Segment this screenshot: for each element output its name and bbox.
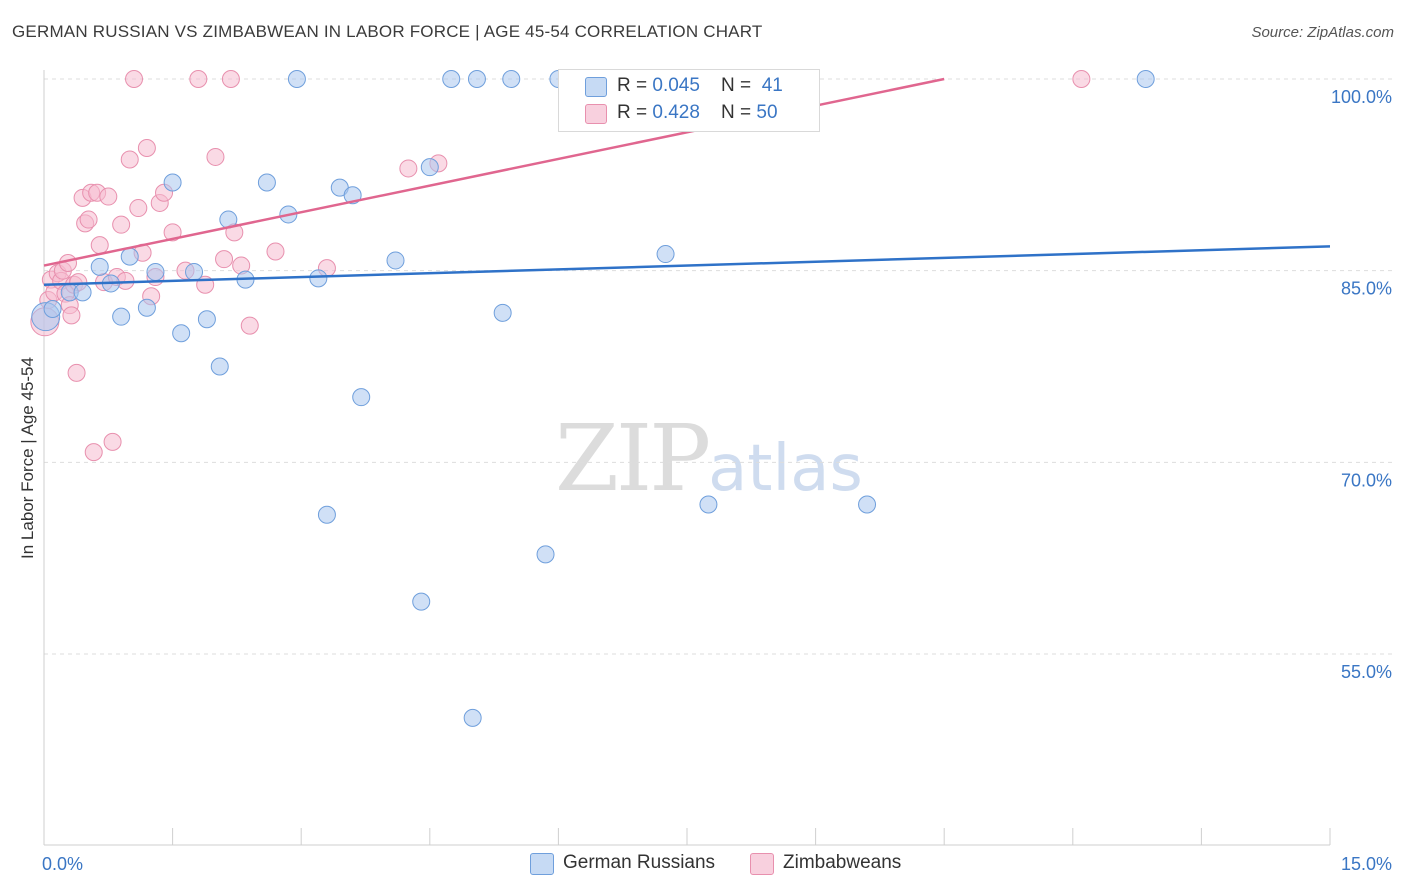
y-tick-label: 55.0% <box>1341 662 1392 682</box>
zimbabweans-point <box>240 316 259 335</box>
zimbabweans-point <box>129 199 148 218</box>
zimbabweans-point <box>67 363 86 382</box>
german-russians-point <box>317 505 336 524</box>
zimbabweans-point <box>189 70 208 88</box>
zimbabweans-point <box>137 139 156 157</box>
zimbabweans-points <box>30 70 1091 462</box>
zimbabweans-point <box>399 159 418 178</box>
zimbabweans-point <box>112 215 131 234</box>
german-russians-point <box>656 245 675 264</box>
zimbabweans-point <box>99 187 118 206</box>
german-russians-point <box>257 173 276 192</box>
german-russians-point <box>146 262 165 281</box>
grid-lines <box>44 78 1394 655</box>
german-russians-point <box>420 158 439 177</box>
legend-r-label: R = <box>617 75 653 96</box>
y-tick-label: 70.0% <box>1341 470 1392 490</box>
watermark-atlas: atlas <box>708 432 863 506</box>
german-russians-point <box>1136 70 1155 88</box>
german-russians-point <box>502 70 521 88</box>
zimbabweans-point <box>1072 70 1091 88</box>
german-russians-point <box>699 495 718 514</box>
bottom-legend-swatch-blue <box>530 853 554 875</box>
zimbabweans-point <box>84 443 103 462</box>
german-russians-point <box>463 708 482 727</box>
zimbabweans-point <box>266 242 285 261</box>
tick-labels: 55.0% 70.0% 85.0% 100.0% 0.0% 15.0% <box>42 87 1392 874</box>
german-russians-point <box>172 324 191 343</box>
zimbabweans-point <box>90 236 109 255</box>
x-tick-label: 15.0% <box>1341 854 1392 874</box>
german-russians-point <box>352 388 371 407</box>
legend-n-label: N = <box>721 75 757 96</box>
zimbabweans-point <box>62 306 81 325</box>
german-russians-point <box>493 303 512 322</box>
correlation-legend: R = 0.045 N = 41 R = 0.428 N = 50 <box>558 69 820 132</box>
legend-r-label: R = <box>617 102 653 123</box>
zimbabweans-point <box>103 432 122 451</box>
german-russians-point <box>412 592 431 611</box>
german-russians-point <box>536 545 555 564</box>
axes <box>43 70 1331 846</box>
legend-n-label: N = <box>721 102 757 123</box>
y-tick-label: 100.0% <box>1331 87 1392 107</box>
german-russians-point <box>210 357 229 376</box>
german-russians-point <box>90 257 109 276</box>
zimbabweans-point <box>206 147 225 166</box>
source-label: Source: ZipAtlas.com <box>1251 24 1394 41</box>
zimbabweans-point <box>120 150 139 169</box>
legend-n-value: 50 <box>756 102 778 123</box>
zimbabweans-point <box>125 70 144 88</box>
german-russians-point <box>120 247 139 266</box>
german-russians-point <box>442 70 461 88</box>
y-tick-label: 85.0% <box>1341 279 1392 299</box>
german-russians-points <box>31 70 1155 727</box>
german-russians-point <box>112 307 131 326</box>
bottom-legend-swatch-pink <box>750 853 774 875</box>
german-russians-point <box>137 298 156 317</box>
x-tick-label: 0.0% <box>42 854 83 874</box>
german-russians-trend-line <box>43 245 1331 286</box>
watermark: ZIPatlas <box>555 405 863 512</box>
legend-r-value: 0.045 <box>652 75 700 96</box>
german-russians-point <box>185 262 204 281</box>
zimbabweans-point <box>215 250 234 269</box>
german-russians-point <box>287 70 306 88</box>
zimbabweans-point <box>221 70 240 88</box>
chart-title: GERMAN RUSSIAN VS ZIMBABWEAN IN LABOR FO… <box>12 22 763 41</box>
zimbabweans-point <box>79 210 98 229</box>
german-russians-point <box>858 495 877 514</box>
german-russians-point <box>73 283 92 302</box>
german-russians-point <box>197 310 216 329</box>
german-russians-point <box>386 251 405 270</box>
german-russians-point <box>43 300 62 318</box>
zimbabweans-point <box>163 223 182 242</box>
legend-n-value: 41 <box>761 75 783 96</box>
german-russians-point <box>163 173 182 192</box>
legend-swatch-blue <box>585 77 607 97</box>
legend-swatch-pink <box>585 104 607 124</box>
german-russians-point <box>309 269 328 288</box>
watermark-zip: ZIP <box>555 405 711 512</box>
bottom-legend-label: German Russians <box>563 852 716 873</box>
german-russians-point <box>467 70 486 88</box>
bottom-legend-label: Zimbabweans <box>783 852 902 873</box>
legend-r-value: 0.428 <box>652 102 700 123</box>
